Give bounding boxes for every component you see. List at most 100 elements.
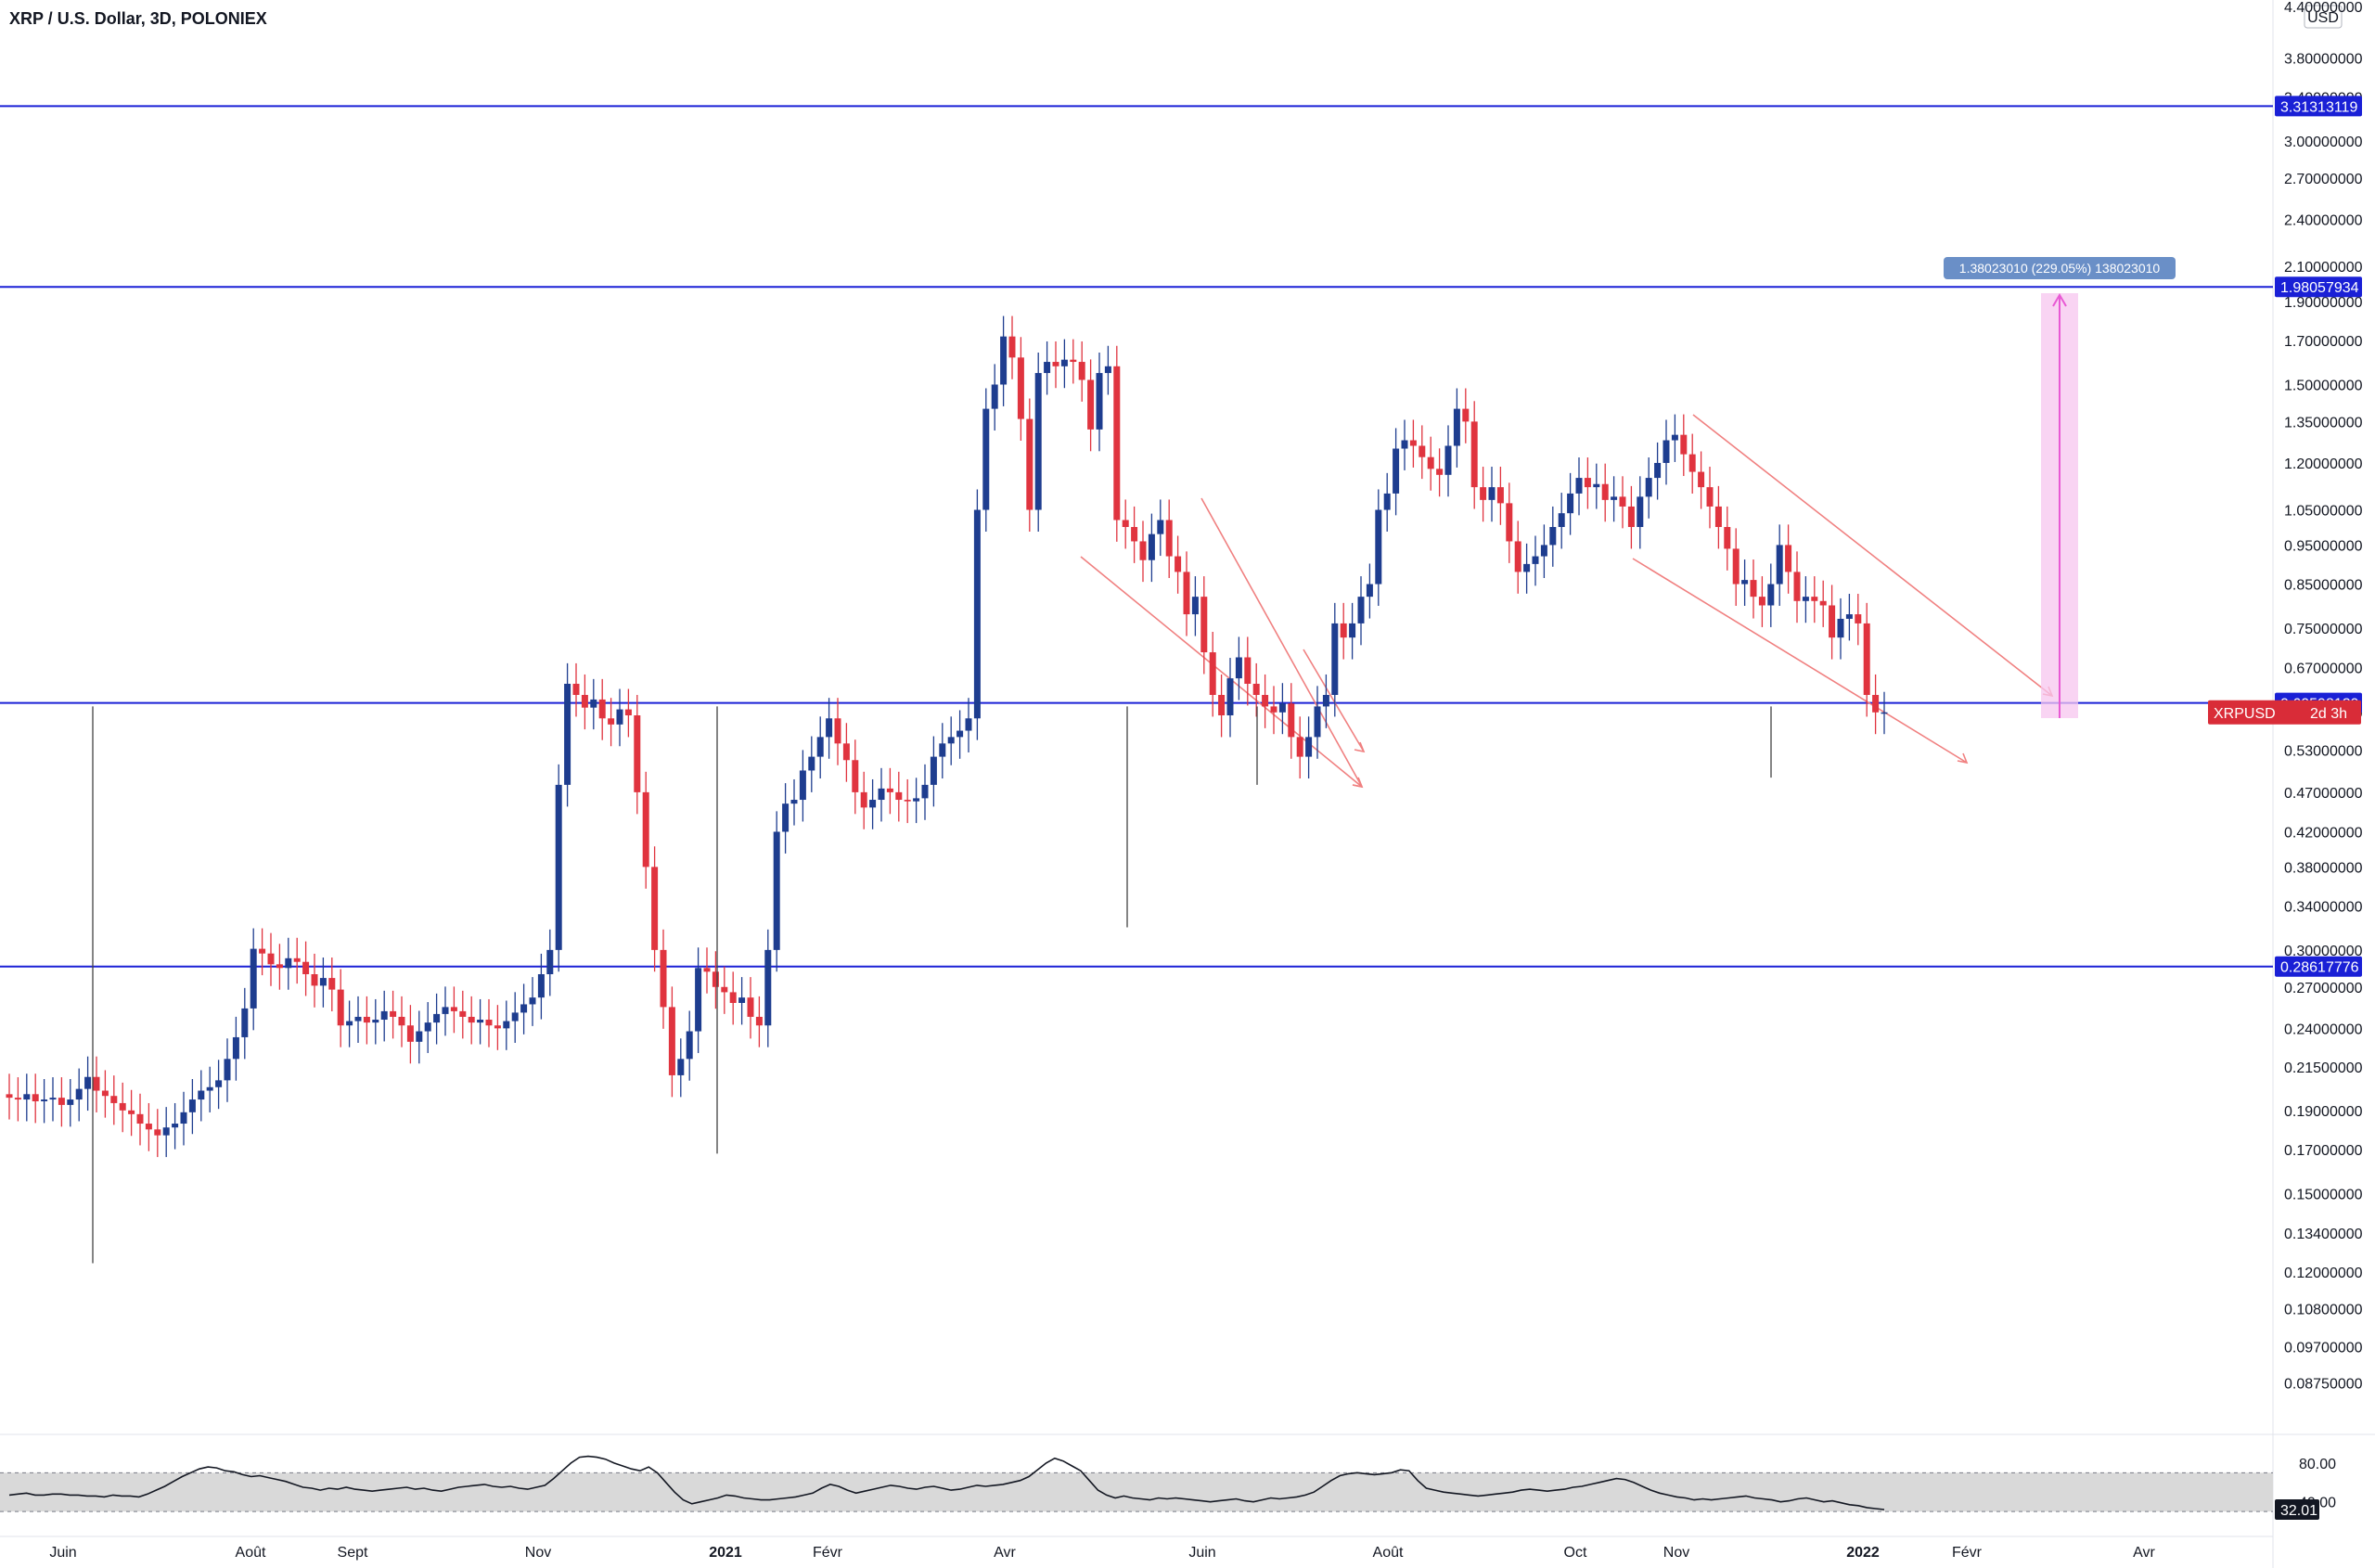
candle-body — [860, 791, 867, 808]
trend-line[interactable] — [1303, 649, 1365, 752]
candle-body — [250, 948, 257, 1009]
candle-body — [354, 1016, 362, 1022]
candle-body — [1034, 373, 1042, 510]
time-label: Sept — [338, 1545, 368, 1561]
candle-body — [511, 1012, 519, 1022]
candle-body — [921, 784, 929, 799]
candle-body — [416, 1031, 423, 1042]
candle-body — [1139, 541, 1147, 560]
candle-body — [14, 1098, 21, 1100]
candle-body — [712, 971, 719, 987]
candle-body — [67, 1099, 74, 1105]
candle-body — [101, 1090, 109, 1097]
price-tick-label: 0.08750000 — [2284, 1376, 2363, 1392]
rsi-current-bg — [2275, 1499, 2319, 1521]
candle-body — [598, 699, 606, 719]
candle-body — [546, 949, 554, 974]
candle-body — [1252, 683, 1260, 696]
candle-body — [1724, 526, 1731, 549]
candle-body — [529, 997, 536, 1005]
candle-body — [555, 784, 562, 950]
time-label: Juin — [1188, 1545, 1215, 1561]
candle-body — [782, 803, 790, 832]
candle-body — [1113, 366, 1121, 521]
candle-body — [1357, 597, 1365, 623]
trend-line[interactable] — [1692, 414, 2053, 697]
measure-label-bg — [1944, 257, 2176, 279]
horizontal-line-label-bg — [2275, 276, 2362, 298]
candle-body — [660, 949, 667, 1008]
candle-body — [119, 1102, 126, 1111]
price-tick-label: 0.27000000 — [2284, 981, 2363, 996]
candle-body — [1017, 357, 1024, 419]
candle-body — [1314, 706, 1321, 738]
price-badge-bg — [2208, 700, 2361, 725]
candle-body — [1462, 408, 1470, 422]
price-tick-label: 1.90000000 — [2284, 295, 2363, 311]
candle-body — [799, 770, 806, 801]
price-tick-label: 0.38000000 — [2284, 860, 2363, 876]
time-label: Oct — [1564, 1545, 1587, 1561]
candle-body — [1244, 657, 1252, 684]
candle-body — [1453, 408, 1460, 446]
candle-body — [75, 1088, 83, 1100]
candle-body — [1732, 548, 1740, 585]
price-tick-label: 2.70000000 — [2284, 172, 2363, 187]
candle-body — [241, 1008, 249, 1037]
candle-body — [1584, 478, 1591, 488]
candle-body — [485, 1020, 493, 1026]
chart-title: XRP / U.S. Dollar, 3D, POLONIEX — [9, 9, 267, 28]
candle-body — [616, 709, 623, 725]
candle-body — [1026, 418, 1033, 510]
price-tick-label: 1.35000000 — [2284, 415, 2363, 431]
candle-body — [1627, 506, 1635, 527]
candle-body — [1480, 487, 1487, 500]
price-tick-label: 1.20000000 — [2284, 456, 2363, 472]
currency-selector[interactable]: USD — [2304, 5, 2343, 29]
time-label: Juin — [49, 1545, 76, 1561]
candle-body — [1393, 448, 1400, 494]
horizontal-line-value: 3.31313119 — [2280, 99, 2357, 115]
candle-body — [747, 997, 754, 1017]
measure-tool[interactable]: 1.38023010 (229.05%) 138023010 — [1944, 257, 2176, 718]
candle-body — [302, 961, 310, 974]
candle-body — [206, 1086, 213, 1091]
price-tick-label: 2.40000000 — [2284, 213, 2363, 229]
rsi-band — [0, 1472, 2273, 1512]
price-tick-label: 0.12000000 — [2284, 1266, 2363, 1281]
candle-body — [188, 1099, 196, 1112]
candle-body — [1845, 614, 1853, 619]
candle-body — [973, 509, 981, 719]
candle-body — [328, 978, 336, 990]
horizontal-line-label: 3.31313119 — [2275, 96, 2362, 117]
candle-body — [1087, 379, 1095, 430]
trend-line[interactable] — [1200, 497, 1363, 788]
candle-body — [913, 798, 920, 802]
candle-body — [1278, 703, 1286, 713]
candle-body — [1052, 362, 1059, 366]
price-tick-label: 0.17000000 — [2284, 1143, 2363, 1159]
trend-lines — [1080, 414, 2054, 789]
candle-body — [1680, 434, 1688, 455]
trend-line[interactable] — [1632, 558, 1968, 764]
candle-body — [49, 1098, 57, 1100]
candle-body — [982, 408, 990, 510]
candle-body — [808, 756, 815, 771]
candle-body — [1436, 469, 1444, 475]
price-tick-label: 0.21500000 — [2284, 1060, 2363, 1076]
candle-body — [520, 1004, 528, 1013]
candle-body — [703, 968, 711, 972]
candle-body — [1000, 336, 1008, 385]
trend-line[interactable] — [1080, 556, 1363, 788]
horizontal-lines — [0, 105, 2273, 968]
candle-body — [1305, 737, 1313, 757]
time-label: 2022 — [1846, 1545, 1880, 1561]
candle-body — [162, 1127, 170, 1136]
candle-body — [852, 760, 859, 792]
rsi-pane[interactable] — [0, 1455, 2273, 1512]
time-axis[interactable]: Juin Août Sept Nov 2021 Févr Avr Juin Août Oct Nov… — [49, 1545, 2155, 1561]
candle-body — [651, 867, 659, 950]
candle-body — [1427, 456, 1434, 469]
candle-body — [337, 989, 344, 1026]
